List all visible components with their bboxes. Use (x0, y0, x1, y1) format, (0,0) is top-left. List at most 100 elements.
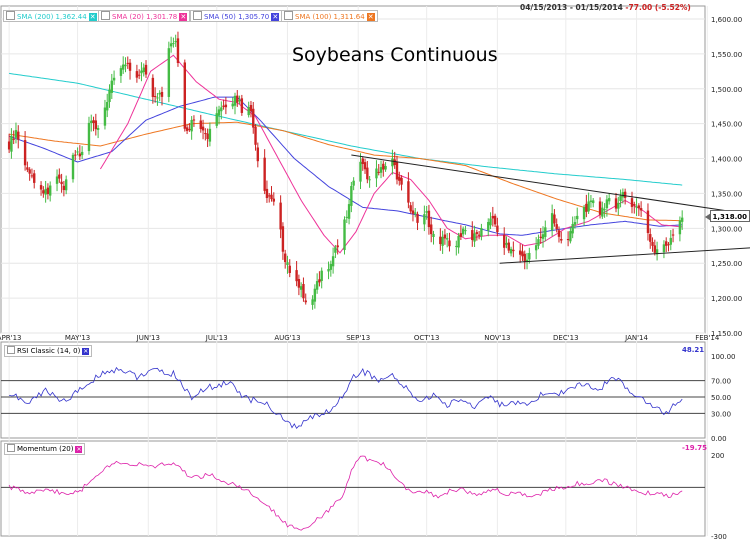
checkbox-icon[interactable] (193, 11, 202, 20)
candle-body (414, 212, 417, 214)
candle-body (233, 95, 237, 106)
candle-body (569, 231, 572, 242)
candle-body (534, 245, 538, 251)
y-tick-label: 1,550.00 (711, 51, 742, 59)
candle-body (646, 210, 650, 233)
candle-body (263, 157, 266, 191)
candle-body (375, 168, 378, 179)
close-icon[interactable]: ✕ (75, 446, 83, 453)
candle-body (576, 215, 579, 220)
legend-item[interactable]: SMA (20) 1,301.78 ✕ (98, 10, 191, 22)
candle-body (122, 64, 125, 70)
close-icon[interactable]: ✕ (88, 13, 97, 21)
candle-body (142, 67, 145, 73)
candle-body (571, 224, 574, 234)
candle-body (427, 210, 431, 228)
candle-body (206, 133, 209, 139)
candle-body (587, 201, 590, 212)
candle-body (201, 126, 205, 131)
candle-body (313, 288, 317, 302)
candle-body (589, 200, 593, 203)
candle-body (592, 200, 595, 204)
momentum-tick-label: 200 (711, 452, 724, 460)
candle-body (215, 113, 218, 126)
candle-body (512, 249, 515, 252)
candle-body (345, 216, 348, 218)
candle-body (680, 217, 684, 222)
checkbox-icon[interactable] (101, 11, 110, 20)
candle-body (283, 253, 287, 263)
candle-body (617, 202, 620, 209)
close-icon[interactable]: ✕ (179, 13, 188, 21)
close-icon[interactable]: ✕ (82, 348, 90, 355)
candle-body (445, 238, 449, 240)
candle-body (224, 104, 228, 108)
rsi-tick-label: 30.00 (711, 410, 731, 418)
candle-body (407, 181, 410, 203)
momentum-panel-label[interactable]: Momentum (20) ✕ (4, 443, 86, 455)
sma-line (9, 72, 683, 186)
candle-body (156, 97, 159, 99)
candle-body (160, 91, 164, 97)
candle-body (544, 227, 547, 237)
candle-body (464, 230, 467, 232)
candle-body (204, 133, 207, 135)
candle-body (318, 279, 321, 283)
rsi-tick-label: 70.00 (711, 378, 731, 386)
candle-body (240, 98, 244, 113)
rsi-panel-label[interactable]: RSI Classic (14, 0) ✕ (4, 345, 93, 357)
candle-body (238, 100, 241, 102)
candle-body (220, 107, 223, 112)
candle-body (315, 281, 319, 290)
x-tick-label: JAN'14 (624, 334, 648, 342)
legend-item[interactable]: SMA (50) 1,305.70 ✕ (190, 10, 283, 22)
checkbox-icon[interactable] (7, 346, 15, 354)
checkbox-icon[interactable] (6, 11, 15, 20)
candle-body (505, 243, 508, 245)
candle-body (359, 161, 362, 182)
x-tick-label: SEP'13 (346, 334, 370, 342)
y-tick-label: 1,400.00 (711, 156, 742, 164)
candle-body (331, 256, 335, 267)
x-tick-label: NOV'13 (484, 334, 510, 342)
candle-body (528, 252, 531, 260)
momentum-last-value: -19.75 (682, 444, 708, 452)
candle-body (272, 198, 275, 202)
candle-body (188, 128, 191, 130)
candle-body (17, 131, 20, 140)
candle-body (400, 177, 403, 185)
candle-body (623, 191, 627, 198)
legend-item[interactable]: SMA (200) 1,362.44 ✕ (3, 10, 100, 22)
x-tick-label: FEB'14 (695, 334, 720, 342)
candle-body (158, 92, 161, 95)
candle-body (10, 135, 13, 152)
candle-body (297, 279, 301, 288)
candle-body (172, 43, 175, 45)
candle-body (382, 163, 385, 170)
candle-body (320, 270, 323, 281)
candle-body (496, 225, 499, 233)
candle-body (42, 190, 45, 194)
candle-body (671, 234, 675, 236)
candle-body (391, 158, 394, 167)
close-icon[interactable]: ✕ (271, 13, 280, 21)
candle-body (439, 236, 442, 245)
checkbox-icon[interactable] (7, 444, 15, 452)
legend-label: SMA (20) 1,301.78 (112, 13, 178, 21)
candle-body (55, 176, 59, 184)
candle-body (92, 120, 95, 124)
candle-body (265, 188, 269, 199)
y-tick-label: 1,600.00 (711, 16, 742, 24)
candle-body (662, 244, 666, 253)
candle-body (491, 215, 495, 219)
checkbox-icon[interactable] (284, 11, 293, 20)
close-icon[interactable]: ✕ (366, 13, 375, 21)
candle-body (582, 207, 586, 220)
legend-item[interactable]: SMA (100) 1,311.64 ✕ (281, 10, 378, 22)
candle-body (96, 128, 100, 130)
rsi-last-value: 48.21 (682, 346, 705, 354)
candle-body (635, 206, 638, 208)
candle-body (507, 242, 510, 251)
candle-body (90, 120, 93, 123)
